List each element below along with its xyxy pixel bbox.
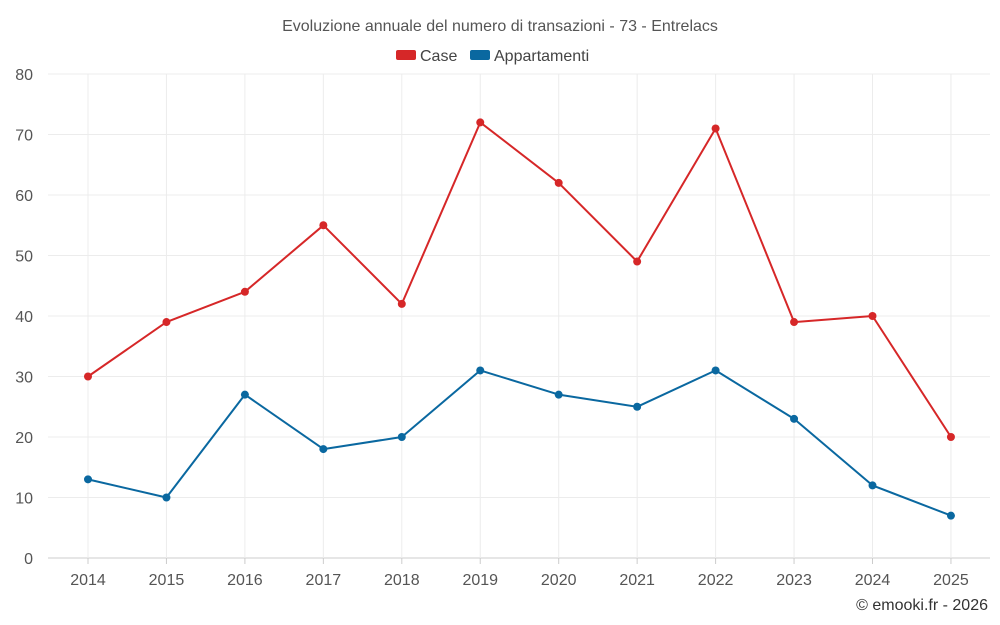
data-point-appartamenti[interactable] [711,366,720,375]
series-line-case [87,121,952,438]
y-tick-label: 0 [24,551,33,568]
data-point-appartamenti[interactable] [162,493,171,502]
data-point-appartamenti[interactable] [868,481,877,490]
axes: 0 10 20 30 40 50 60 70 80 2014 2015 2016 2017 2018 201… [15,67,969,589]
data-point-appartamenti[interactable] [554,390,563,399]
legend-item-appartamenti[interactable]: Appartamenti [470,48,589,65]
data-point-appartamenti[interactable] [633,402,642,411]
x-tick-label: 2023 [776,572,812,589]
data-point-appartamenti[interactable] [397,433,406,441]
x-tick-label: 2016 [227,572,263,589]
data-point-appartamenti[interactable] [790,414,799,423]
x-tick-label: 2015 [149,572,185,589]
grid [48,73,990,559]
data-point-case[interactable] [319,221,328,230]
data-point-case[interactable] [554,178,563,187]
data-point-appartamenti[interactable] [84,475,92,484]
data-point-case[interactable] [162,318,171,327]
legend-swatch-case [396,50,416,60]
data-point-case[interactable] [711,124,720,133]
data-point-case[interactable] [868,312,877,320]
data-point-case[interactable] [397,299,406,308]
y-tick-label: 20 [15,430,33,447]
x-tick-label: 2025 [933,572,969,589]
data-point-case[interactable] [946,433,955,441]
data-point-appartamenti[interactable] [319,445,328,454]
y-tick-label: 80 [15,67,33,84]
legend: Case Appartamenti [396,48,589,65]
legend-swatch-appartamenti [470,50,490,60]
chart-title: Evoluzione annuale del numero di transaz… [282,18,718,35]
y-tick-label: 10 [15,491,33,508]
x-tick-label: 2017 [306,572,342,589]
x-tick-label: 2020 [541,572,577,589]
x-tick-label: 2014 [70,572,106,589]
x-tick-label: 2021 [619,572,655,589]
x-tick-label: 2019 [462,572,498,589]
data-point-case[interactable] [633,257,642,266]
data-point-appartamenti[interactable] [476,366,485,375]
data-point-case[interactable] [84,372,92,381]
data-point-appartamenti[interactable] [240,390,249,399]
y-tick-label: 40 [15,309,33,326]
legend-label-appartamenti: Appartamenti [494,48,589,65]
series-layer [84,118,955,520]
data-point-case[interactable] [240,287,249,296]
x-tick-label: 2022 [698,572,734,589]
data-point-appartamenti[interactable] [946,511,955,520]
y-tick-label: 70 [15,128,33,145]
y-tick-label: 60 [15,188,33,205]
legend-label-case: Case [420,48,457,65]
legend-item-case[interactable]: Case [396,48,457,65]
data-point-case[interactable] [476,118,485,127]
y-tick-label: 30 [15,370,33,387]
y-tick-label: 50 [15,249,33,266]
x-tick-label: 2018 [384,572,420,589]
data-point-case[interactable] [790,318,799,327]
x-tick-label: 2024 [855,572,891,589]
series-line-appartamenti [87,369,952,517]
credit-text: © emooki.fr - 2026 [856,597,988,614]
